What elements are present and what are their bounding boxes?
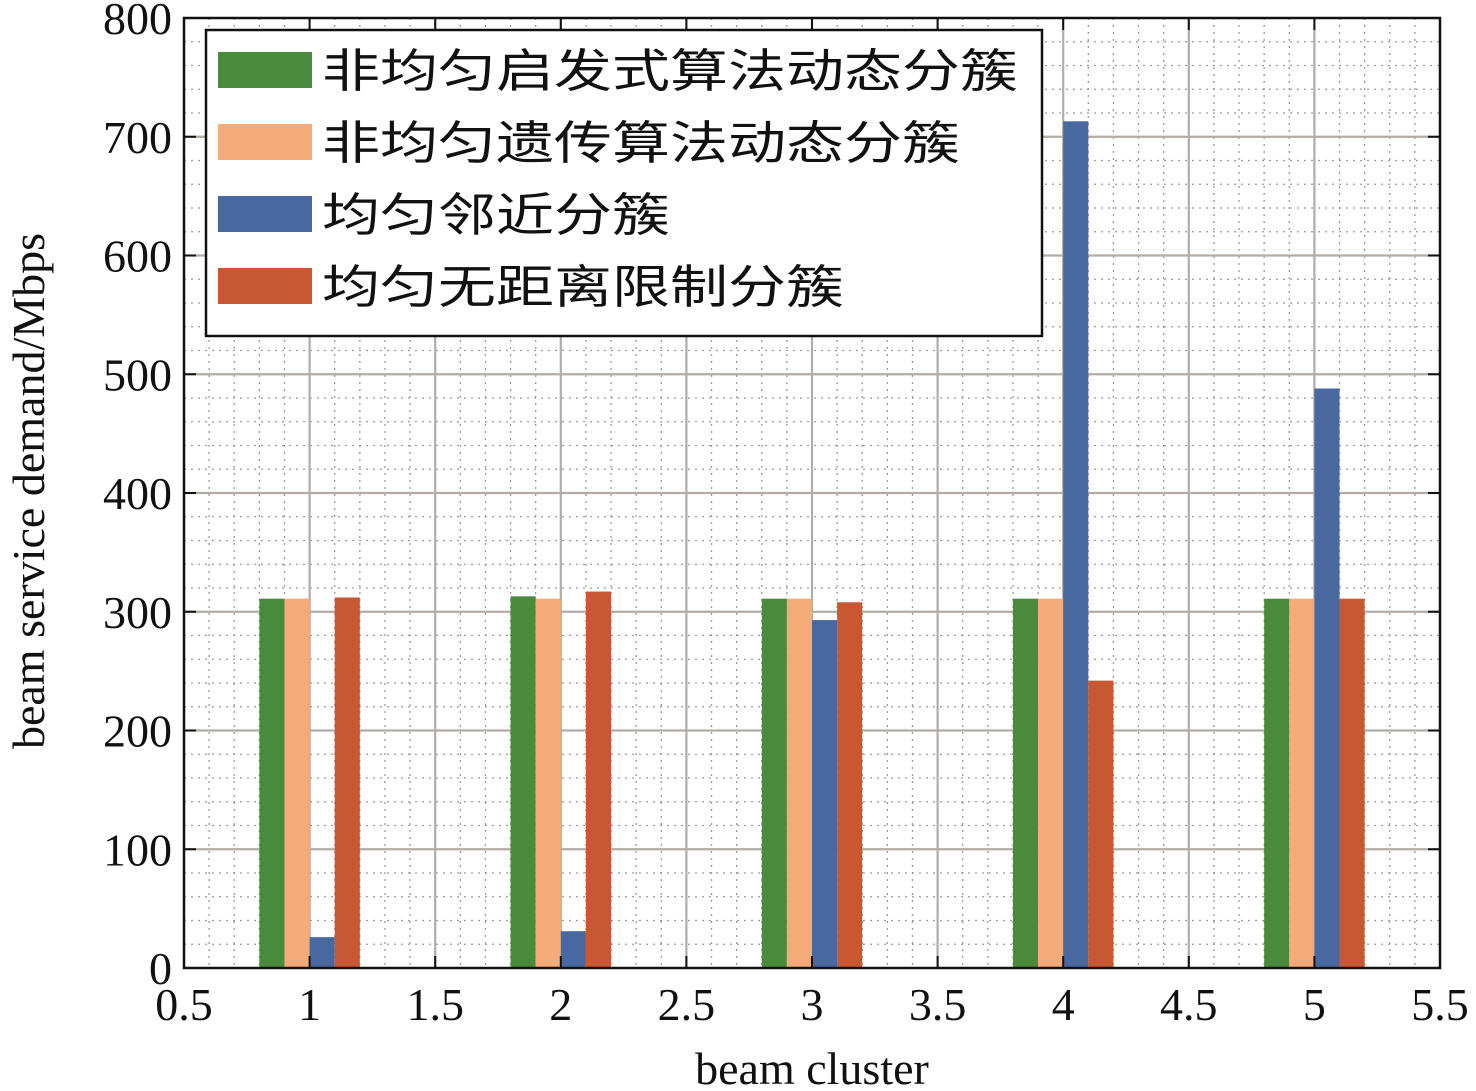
legend-swatch <box>218 268 312 304</box>
y-tick-label: 400 <box>103 468 172 519</box>
bar <box>1063 121 1089 968</box>
y-tick-label: 800 <box>103 0 172 44</box>
bar <box>259 598 285 968</box>
y-tick-label: 700 <box>103 112 172 163</box>
x-tick-label: 4.5 <box>1160 979 1218 1030</box>
bar <box>1339 598 1365 968</box>
axis-ticks <box>183 17 1441 969</box>
x-tick-label: 1 <box>298 979 321 1030</box>
bar <box>837 602 863 968</box>
y-tick-label: 100 <box>103 824 172 875</box>
bar <box>510 596 536 968</box>
bar <box>535 598 561 968</box>
y-tick-labels: 0 100 200 300 400 500 600 700 800 <box>103 0 172 994</box>
legend-label: 非均匀遗传算法动态分簇 <box>322 116 960 170</box>
legend-label: 均匀无距离限制分簇 <box>322 260 844 314</box>
y-tick-label: 0 <box>149 943 172 994</box>
legend-label: 非均匀启发式算法动态分簇 <box>322 44 1018 98</box>
legend-swatch <box>218 124 312 160</box>
legend-label: 均匀邻近分簇 <box>322 188 670 242</box>
legend-swatch <box>218 52 312 88</box>
bars-layer <box>259 121 1365 968</box>
x-tick-label: 2.5 <box>658 979 716 1030</box>
y-tick-label: 300 <box>103 587 172 638</box>
x-tick-label: 1.5 <box>406 979 464 1030</box>
legend-swatch <box>218 196 312 232</box>
bar <box>334 597 360 968</box>
bar <box>1012 598 1039 968</box>
y-tick-label: 600 <box>103 231 172 282</box>
y-axis-title: beam service demand/Mbps <box>3 233 54 749</box>
bar <box>761 598 787 968</box>
x-tick-label: 3.5 <box>909 979 967 1030</box>
x-tick-label: 3 <box>801 979 824 1030</box>
bar <box>585 591 612 968</box>
x-tick-label: 4 <box>1052 979 1075 1030</box>
x-tick-label: 5 <box>1303 979 1326 1030</box>
bar <box>309 937 335 968</box>
bar <box>1088 680 1114 968</box>
y-tick-label: 500 <box>103 349 172 400</box>
bar <box>560 931 586 968</box>
x-tick-label: 0.5 <box>155 979 213 1030</box>
bar <box>1264 598 1290 968</box>
bar <box>1314 388 1340 968</box>
x-tick-labels: 0.5 1 1.5 2 2.5 3 3.5 4 4.5 5 5.5 <box>155 979 1469 1030</box>
bar <box>1289 598 1315 968</box>
x-tick-label: 5.5 <box>1411 979 1469 1030</box>
bar <box>786 598 812 968</box>
bar <box>812 620 838 968</box>
x-tick-label: 2 <box>549 979 572 1030</box>
legend-box <box>204 28 1044 338</box>
y-tick-label: 200 <box>103 706 172 757</box>
bar <box>1038 598 1064 968</box>
x-axis-title: beam cluster <box>695 1043 929 1091</box>
bar <box>284 598 310 968</box>
